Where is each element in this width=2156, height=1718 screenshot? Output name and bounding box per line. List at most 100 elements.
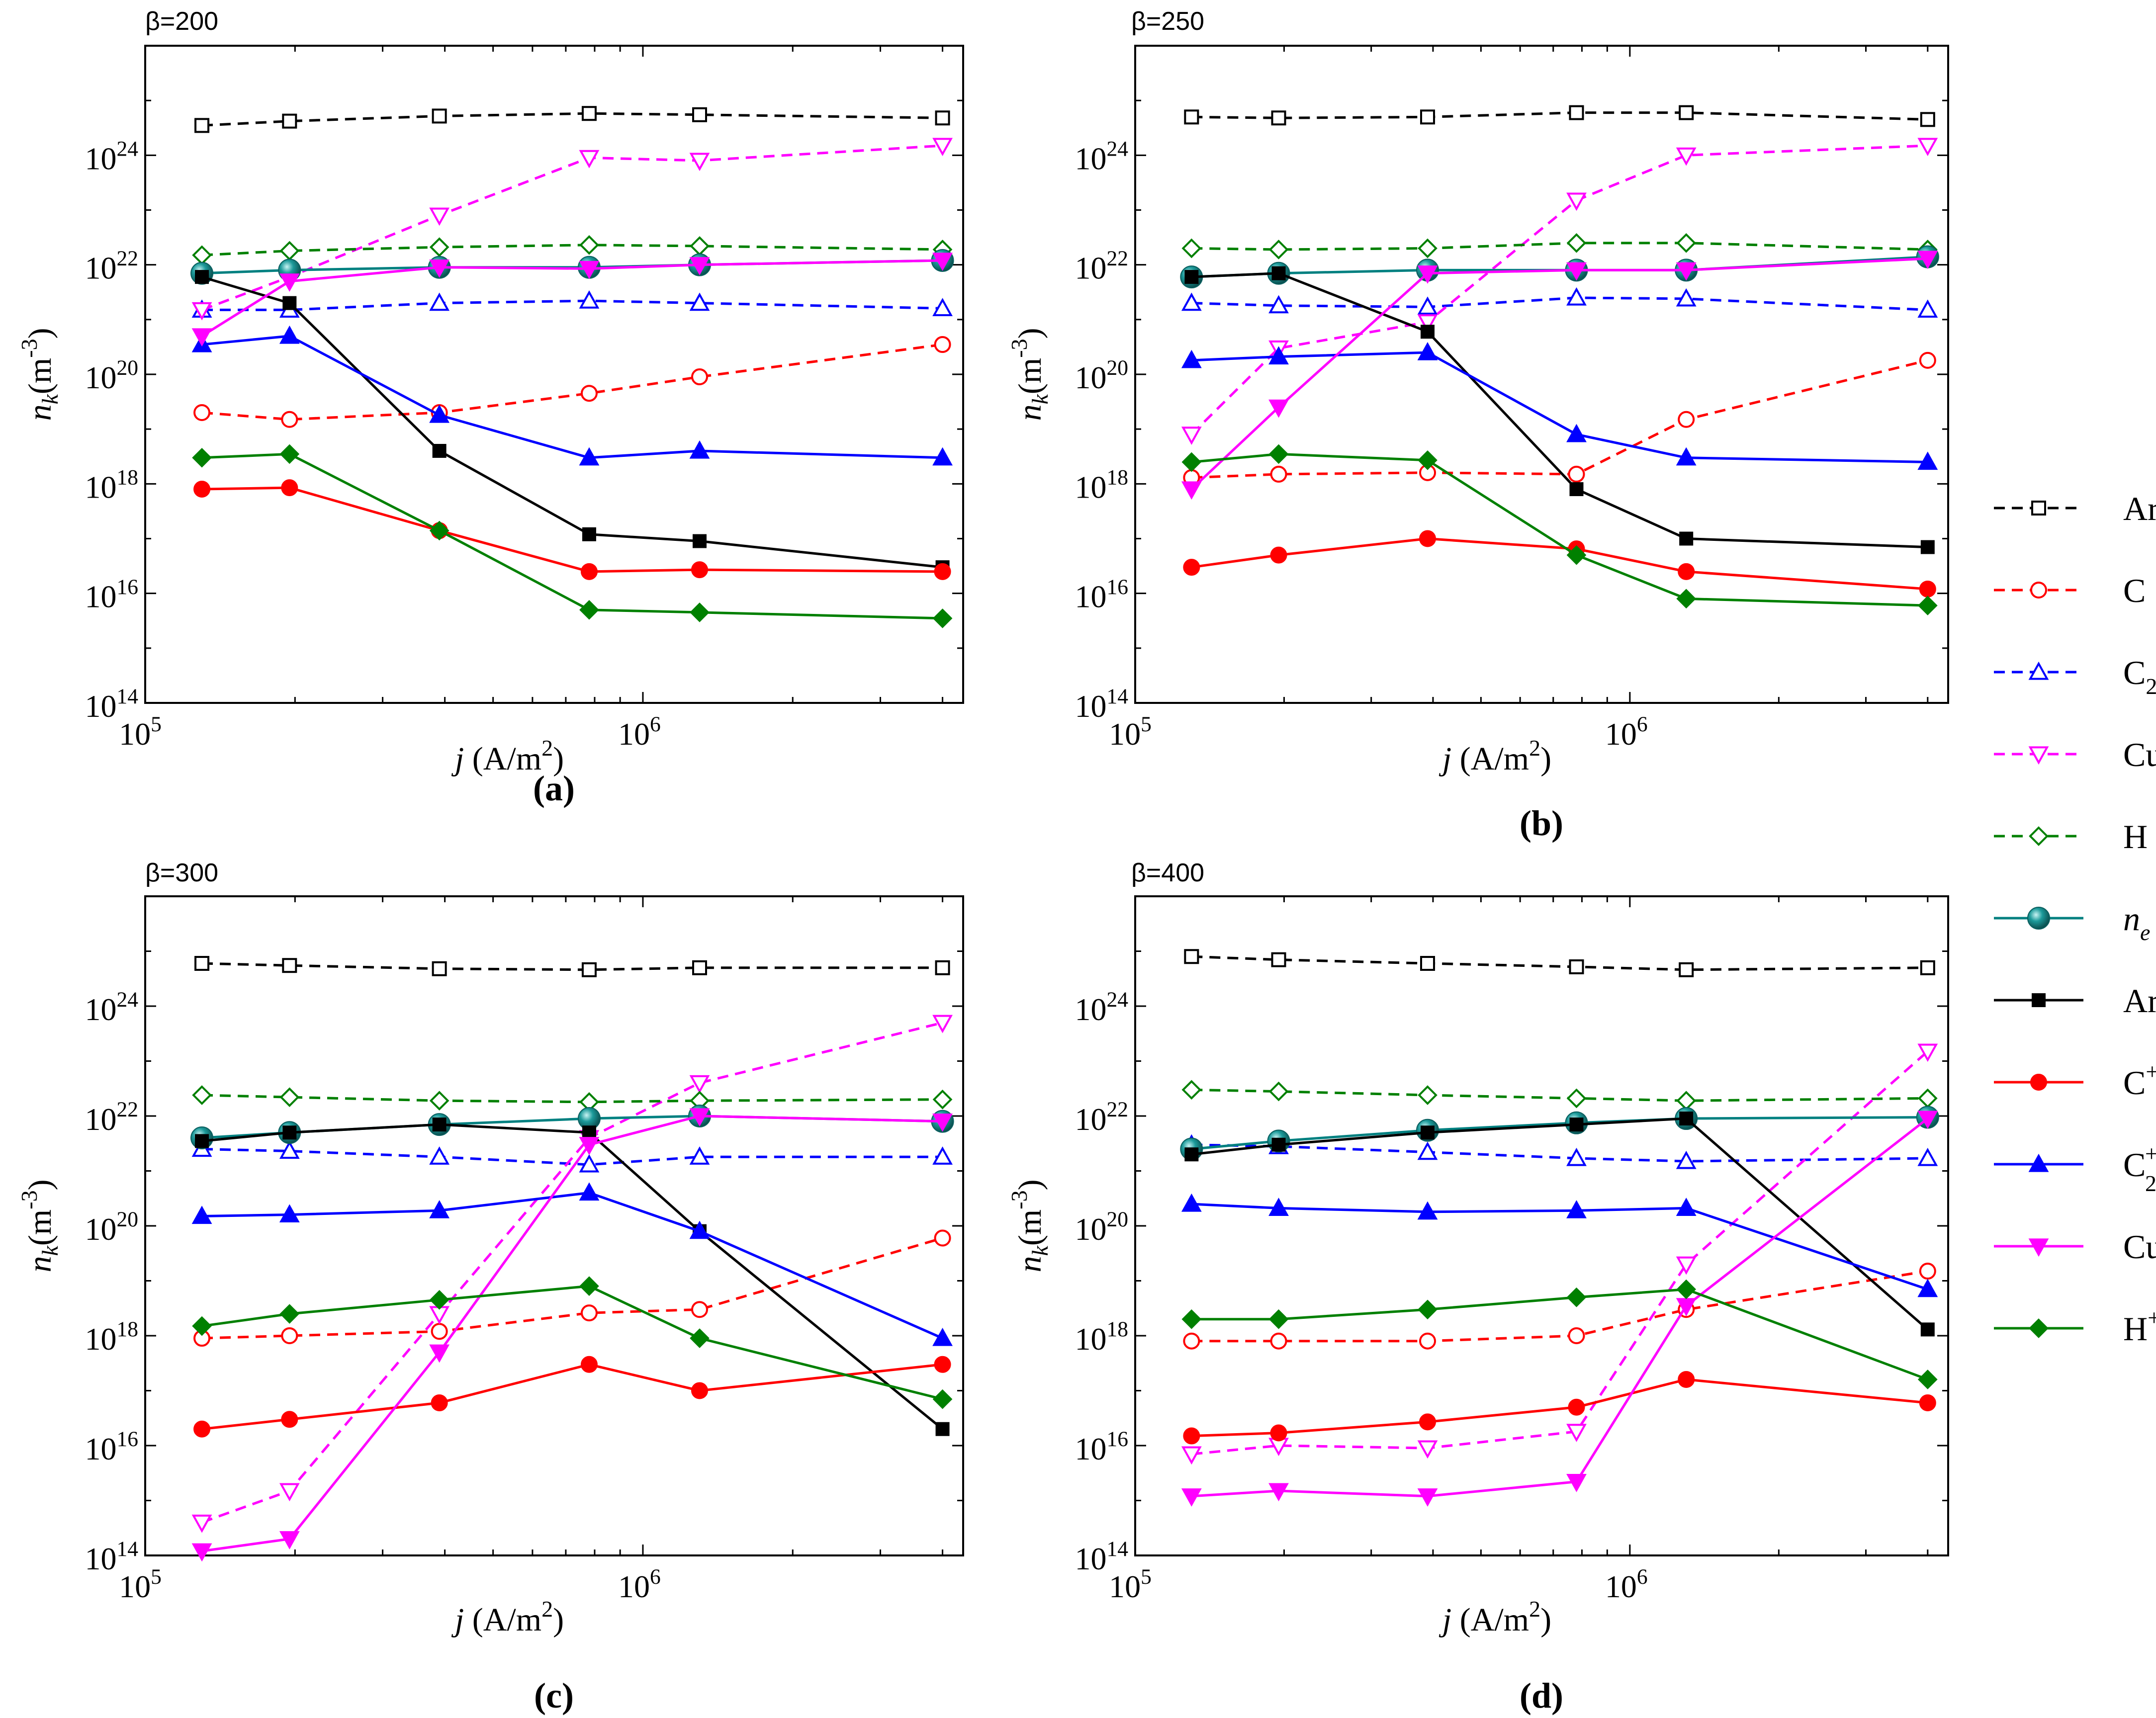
point-Cu+	[429, 1344, 450, 1363]
panel-label: (b)	[1520, 803, 1563, 843]
series-H	[1181, 1080, 1938, 1111]
point-Ar	[282, 958, 297, 973]
series-C2+	[191, 1182, 953, 1346]
x-axis-label: j (A/m2)	[451, 1596, 564, 1638]
series-line-ne	[1191, 1116, 1928, 1151]
point-Cu	[1917, 1043, 1938, 1062]
point-H	[1181, 238, 1202, 258]
point-Ar	[1420, 109, 1436, 125]
legend-item-ne: ne	[1994, 900, 2150, 945]
y-tick-label: 1014	[85, 1537, 138, 1576]
series-C	[193, 336, 951, 428]
point-H+	[1418, 450, 1437, 470]
legend-marker	[2028, 1238, 2049, 1257]
point-C+	[691, 1382, 708, 1399]
y-tick-label: 1016	[85, 575, 138, 614]
y-tick-label: 1020	[1075, 356, 1128, 395]
point-C	[580, 385, 598, 402]
point-Ar+	[1569, 482, 1584, 497]
point-Cu+	[1417, 1488, 1438, 1507]
point-Cu	[1181, 1446, 1202, 1465]
point-Cu+	[932, 253, 953, 271]
series-line-Ar	[201, 112, 943, 127]
point-H	[1566, 1088, 1587, 1109]
point-C+	[1919, 580, 1936, 598]
y-tick-label: 1022	[1075, 247, 1128, 286]
point-C2	[689, 292, 710, 311]
plot-frame	[1134, 895, 1949, 1556]
series-H+	[192, 444, 953, 628]
point-C2+	[1676, 1198, 1697, 1216]
point-Cu+	[932, 1114, 953, 1132]
point-Cu+	[1417, 265, 1438, 284]
point-C2+	[932, 447, 953, 466]
legend-marker	[2029, 1318, 2049, 1338]
series-line-C2+	[201, 335, 943, 459]
series-line-C+	[1191, 537, 1928, 591]
legend-item-H+: H+	[1994, 1305, 2156, 1348]
point-C+	[691, 561, 708, 579]
point-Cu	[579, 150, 600, 169]
point-H	[1181, 1080, 1202, 1100]
point-H+	[1418, 1299, 1437, 1320]
y-axis-label: nk(m-3)	[16, 328, 63, 421]
point-C2+	[1566, 1200, 1587, 1218]
point-C+	[1419, 1413, 1437, 1431]
x-tick-label: 105	[119, 712, 162, 752]
legend-marker	[2030, 582, 2047, 599]
point-H+	[932, 608, 953, 628]
point-H+	[1268, 444, 1289, 464]
point-H+	[279, 1304, 300, 1324]
point-Cu	[932, 1015, 953, 1033]
point-C2	[429, 292, 450, 311]
point-C	[1270, 465, 1287, 483]
y-tick-label: 1024	[85, 988, 138, 1027]
point-C2	[429, 1146, 450, 1165]
series-Cu	[191, 1015, 953, 1533]
x-axis-label: j (A/m2)	[1438, 1596, 1551, 1638]
point-Cu	[1417, 314, 1438, 333]
point-C2	[932, 1146, 953, 1165]
series-line-Cu+	[1190, 257, 1928, 490]
point-C+	[934, 1356, 951, 1373]
point-C2+	[1417, 1201, 1438, 1220]
series-C+	[193, 479, 951, 580]
series-line-C+	[1191, 1378, 1928, 1438]
point-Ar	[1569, 105, 1584, 120]
point-Ar+	[195, 1134, 209, 1148]
point-H+	[1676, 589, 1697, 609]
beta-label: β=300	[145, 859, 218, 887]
series-line-H	[201, 244, 943, 257]
point-Cu	[689, 1075, 710, 1094]
legend-item-Ar+: Ar+	[1994, 982, 2156, 1020]
series-line-C	[1191, 359, 1928, 479]
point-H	[1566, 233, 1587, 253]
point-H+	[690, 602, 710, 622]
point-C	[281, 411, 298, 428]
y-tick-label: 1016	[1075, 1427, 1128, 1466]
point-Cu	[689, 153, 710, 172]
point-C	[1270, 1332, 1287, 1350]
x-tick-label: 106	[1605, 1565, 1648, 1604]
legend-marker	[2028, 1153, 2049, 1172]
y-tick-label: 1020	[85, 1207, 138, 1247]
legend-item-Cu: Cu	[1994, 736, 2156, 773]
legend-item-C2: C2	[1994, 654, 2156, 699]
series-line-H	[1191, 1088, 1928, 1102]
point-Ar+	[1184, 1147, 1199, 1162]
legend-marker	[2028, 661, 2049, 680]
y-tick-label: 1016	[85, 1427, 138, 1466]
legend-label: Cu+	[2123, 1223, 2156, 1266]
series-C	[1183, 1263, 1936, 1350]
series-ne	[1180, 245, 1939, 289]
series-H	[192, 1085, 953, 1112]
point-C2+	[1181, 349, 1202, 368]
point-C+	[1270, 1424, 1287, 1442]
series-H+	[192, 1276, 953, 1409]
point-H	[932, 1089, 953, 1110]
legend-label: Cu	[2123, 736, 2156, 773]
point-C2+	[1181, 1193, 1202, 1212]
point-Ar	[692, 960, 707, 975]
point-C2+	[191, 1205, 212, 1224]
legend-item-C2+: C+ 2	[1994, 1141, 2156, 1196]
